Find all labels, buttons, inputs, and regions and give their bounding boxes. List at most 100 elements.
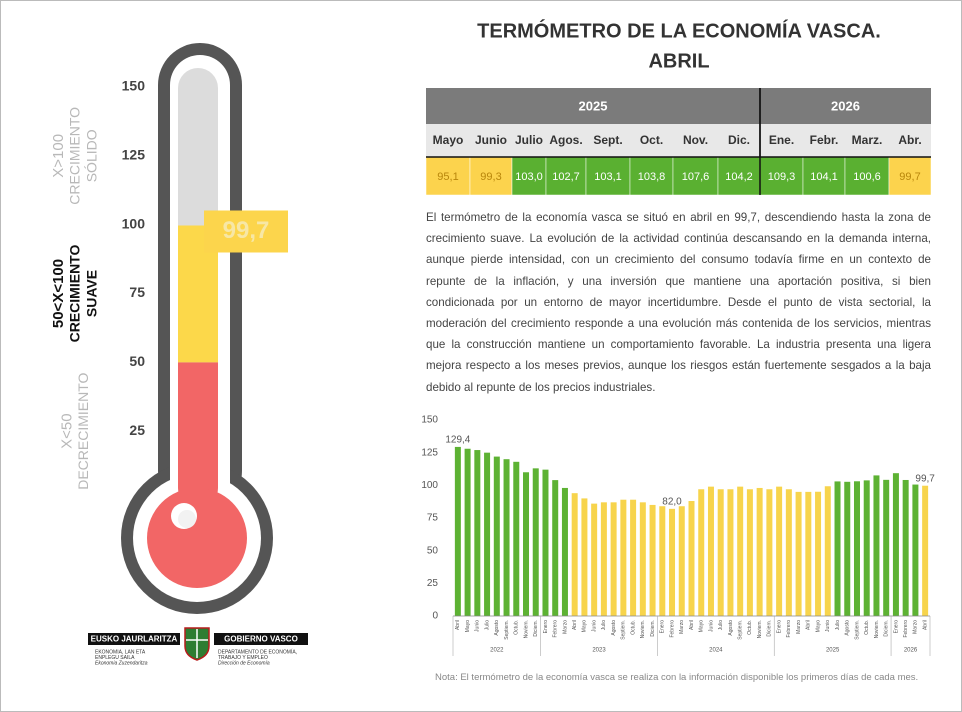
x-tick-label: Octub. xyxy=(630,620,636,635)
x-tick-label: Febrero xyxy=(903,620,909,638)
thermo-bulb xyxy=(147,488,247,588)
bar xyxy=(737,486,744,616)
logo-bar xyxy=(214,633,308,645)
thermo-tick-label: 100 xyxy=(122,215,146,231)
bar xyxy=(591,503,598,616)
bar xyxy=(542,469,549,616)
y-tick-label: 50 xyxy=(427,545,439,556)
x-tick-label: Enero xyxy=(893,620,899,634)
table-month: Dic. xyxy=(728,133,750,147)
year-label: 2024 xyxy=(709,648,723,654)
logo-sub: EKONOMIA, LAN ETA xyxy=(95,649,146,655)
x-tick-label: Abril xyxy=(689,620,695,630)
table-cell xyxy=(585,156,631,196)
x-tick-label: Junio xyxy=(591,620,597,632)
logo-sub: Ekonomia Zuzendaritza xyxy=(95,660,148,666)
bar xyxy=(805,491,812,616)
bar xyxy=(707,486,714,616)
table-month: Marz. xyxy=(852,133,883,147)
x-tick-label: Febrero xyxy=(553,620,559,638)
thermo-tick-label: 150 xyxy=(122,78,146,94)
zone-label: CRECIMIENTO xyxy=(67,245,83,343)
x-tick-label: Diciem. xyxy=(884,620,890,637)
x-tick-label: Septiem. xyxy=(621,620,627,640)
table-year: 2025 xyxy=(579,98,608,113)
x-tick-label: Septiem. xyxy=(854,620,860,640)
bar xyxy=(474,450,481,616)
logo-left: EUSKO JAURLARITZA xyxy=(91,635,178,644)
y-tick-label: 25 xyxy=(427,578,439,589)
title-line: ABRIL xyxy=(648,50,709,72)
table-value: 102,7 xyxy=(552,171,580,183)
x-tick-label: Enero xyxy=(776,620,782,634)
bar xyxy=(532,468,539,616)
bar xyxy=(620,499,627,616)
x-tick-label: Diciem. xyxy=(533,620,539,637)
x-tick-label: Abril xyxy=(922,620,928,630)
bar xyxy=(844,481,851,616)
bar xyxy=(853,481,860,616)
x-tick-label: Octub. xyxy=(514,620,520,635)
x-tick-label: Agosto xyxy=(611,620,617,636)
thermo-highlight-shade xyxy=(178,510,196,528)
table-cell xyxy=(802,156,846,196)
table-month-row xyxy=(426,124,931,157)
x-tick-label: Junio xyxy=(475,620,481,632)
bar xyxy=(698,489,705,616)
year-label: 2023 xyxy=(592,648,606,654)
bar xyxy=(513,461,520,616)
bar xyxy=(571,493,578,616)
table-cell xyxy=(511,156,547,196)
bar xyxy=(717,489,724,616)
x-tick-label: Julio xyxy=(484,620,490,631)
bar xyxy=(659,506,666,616)
bar xyxy=(746,489,753,616)
bar xyxy=(610,502,617,616)
zone-label: SUAVE xyxy=(84,270,100,317)
x-tick-label: Junio xyxy=(708,620,714,632)
x-tick-label: Marzo xyxy=(913,620,919,634)
zone-label: SÓLIDO xyxy=(84,129,100,182)
value-label: 82,0 xyxy=(662,496,682,507)
y-tick-label: 0 xyxy=(432,611,438,622)
table-cell xyxy=(672,156,719,196)
table-cell xyxy=(717,156,761,196)
logo-bar xyxy=(88,633,180,645)
y-tick-label: 150 xyxy=(421,415,438,426)
thermo-fill xyxy=(178,362,218,508)
bar xyxy=(630,499,637,616)
zone-label: 50<X<100 xyxy=(50,259,67,328)
table-month: Oct. xyxy=(640,133,663,147)
table-month: Julio xyxy=(515,133,543,147)
bar xyxy=(902,479,909,616)
table-cell xyxy=(469,156,513,196)
bar xyxy=(756,487,763,616)
table-value: 104,2 xyxy=(725,171,753,183)
x-tick-label: Julio xyxy=(835,620,841,631)
title-line: TERMÓMETRO DE LA ECONOMÍA VASCA. xyxy=(477,18,881,42)
table-month: Nov. xyxy=(683,133,708,147)
x-tick-label: Noviem. xyxy=(640,620,646,638)
table-value: 99,3 xyxy=(480,171,501,183)
table-month: Junio xyxy=(475,133,507,147)
value-label: 99,7 xyxy=(915,473,935,484)
logo-sub: ENPLEGU SAILA xyxy=(95,655,135,661)
x-tick-label: Enero xyxy=(543,620,549,634)
table-cell xyxy=(844,156,890,196)
bar xyxy=(600,502,607,616)
year-label: 2022 xyxy=(490,648,504,654)
bar xyxy=(776,486,783,616)
table-month: Agos. xyxy=(549,133,582,147)
table-month: Ene. xyxy=(769,133,794,147)
bar xyxy=(561,487,568,616)
logo-sub: DEPARTAMENTO DE ECONOMÍA, xyxy=(218,648,297,655)
logo-sub: Dirección de Economía xyxy=(218,660,270,666)
bar xyxy=(552,480,559,616)
logo-right: GOBIERNO VASCO xyxy=(224,635,298,644)
x-tick-label: Febrero xyxy=(786,620,792,638)
x-tick-label: Octub. xyxy=(747,620,753,635)
x-tick-label: Abril xyxy=(806,620,812,630)
y-tick-label: 75 xyxy=(427,513,439,524)
bar xyxy=(649,504,656,616)
